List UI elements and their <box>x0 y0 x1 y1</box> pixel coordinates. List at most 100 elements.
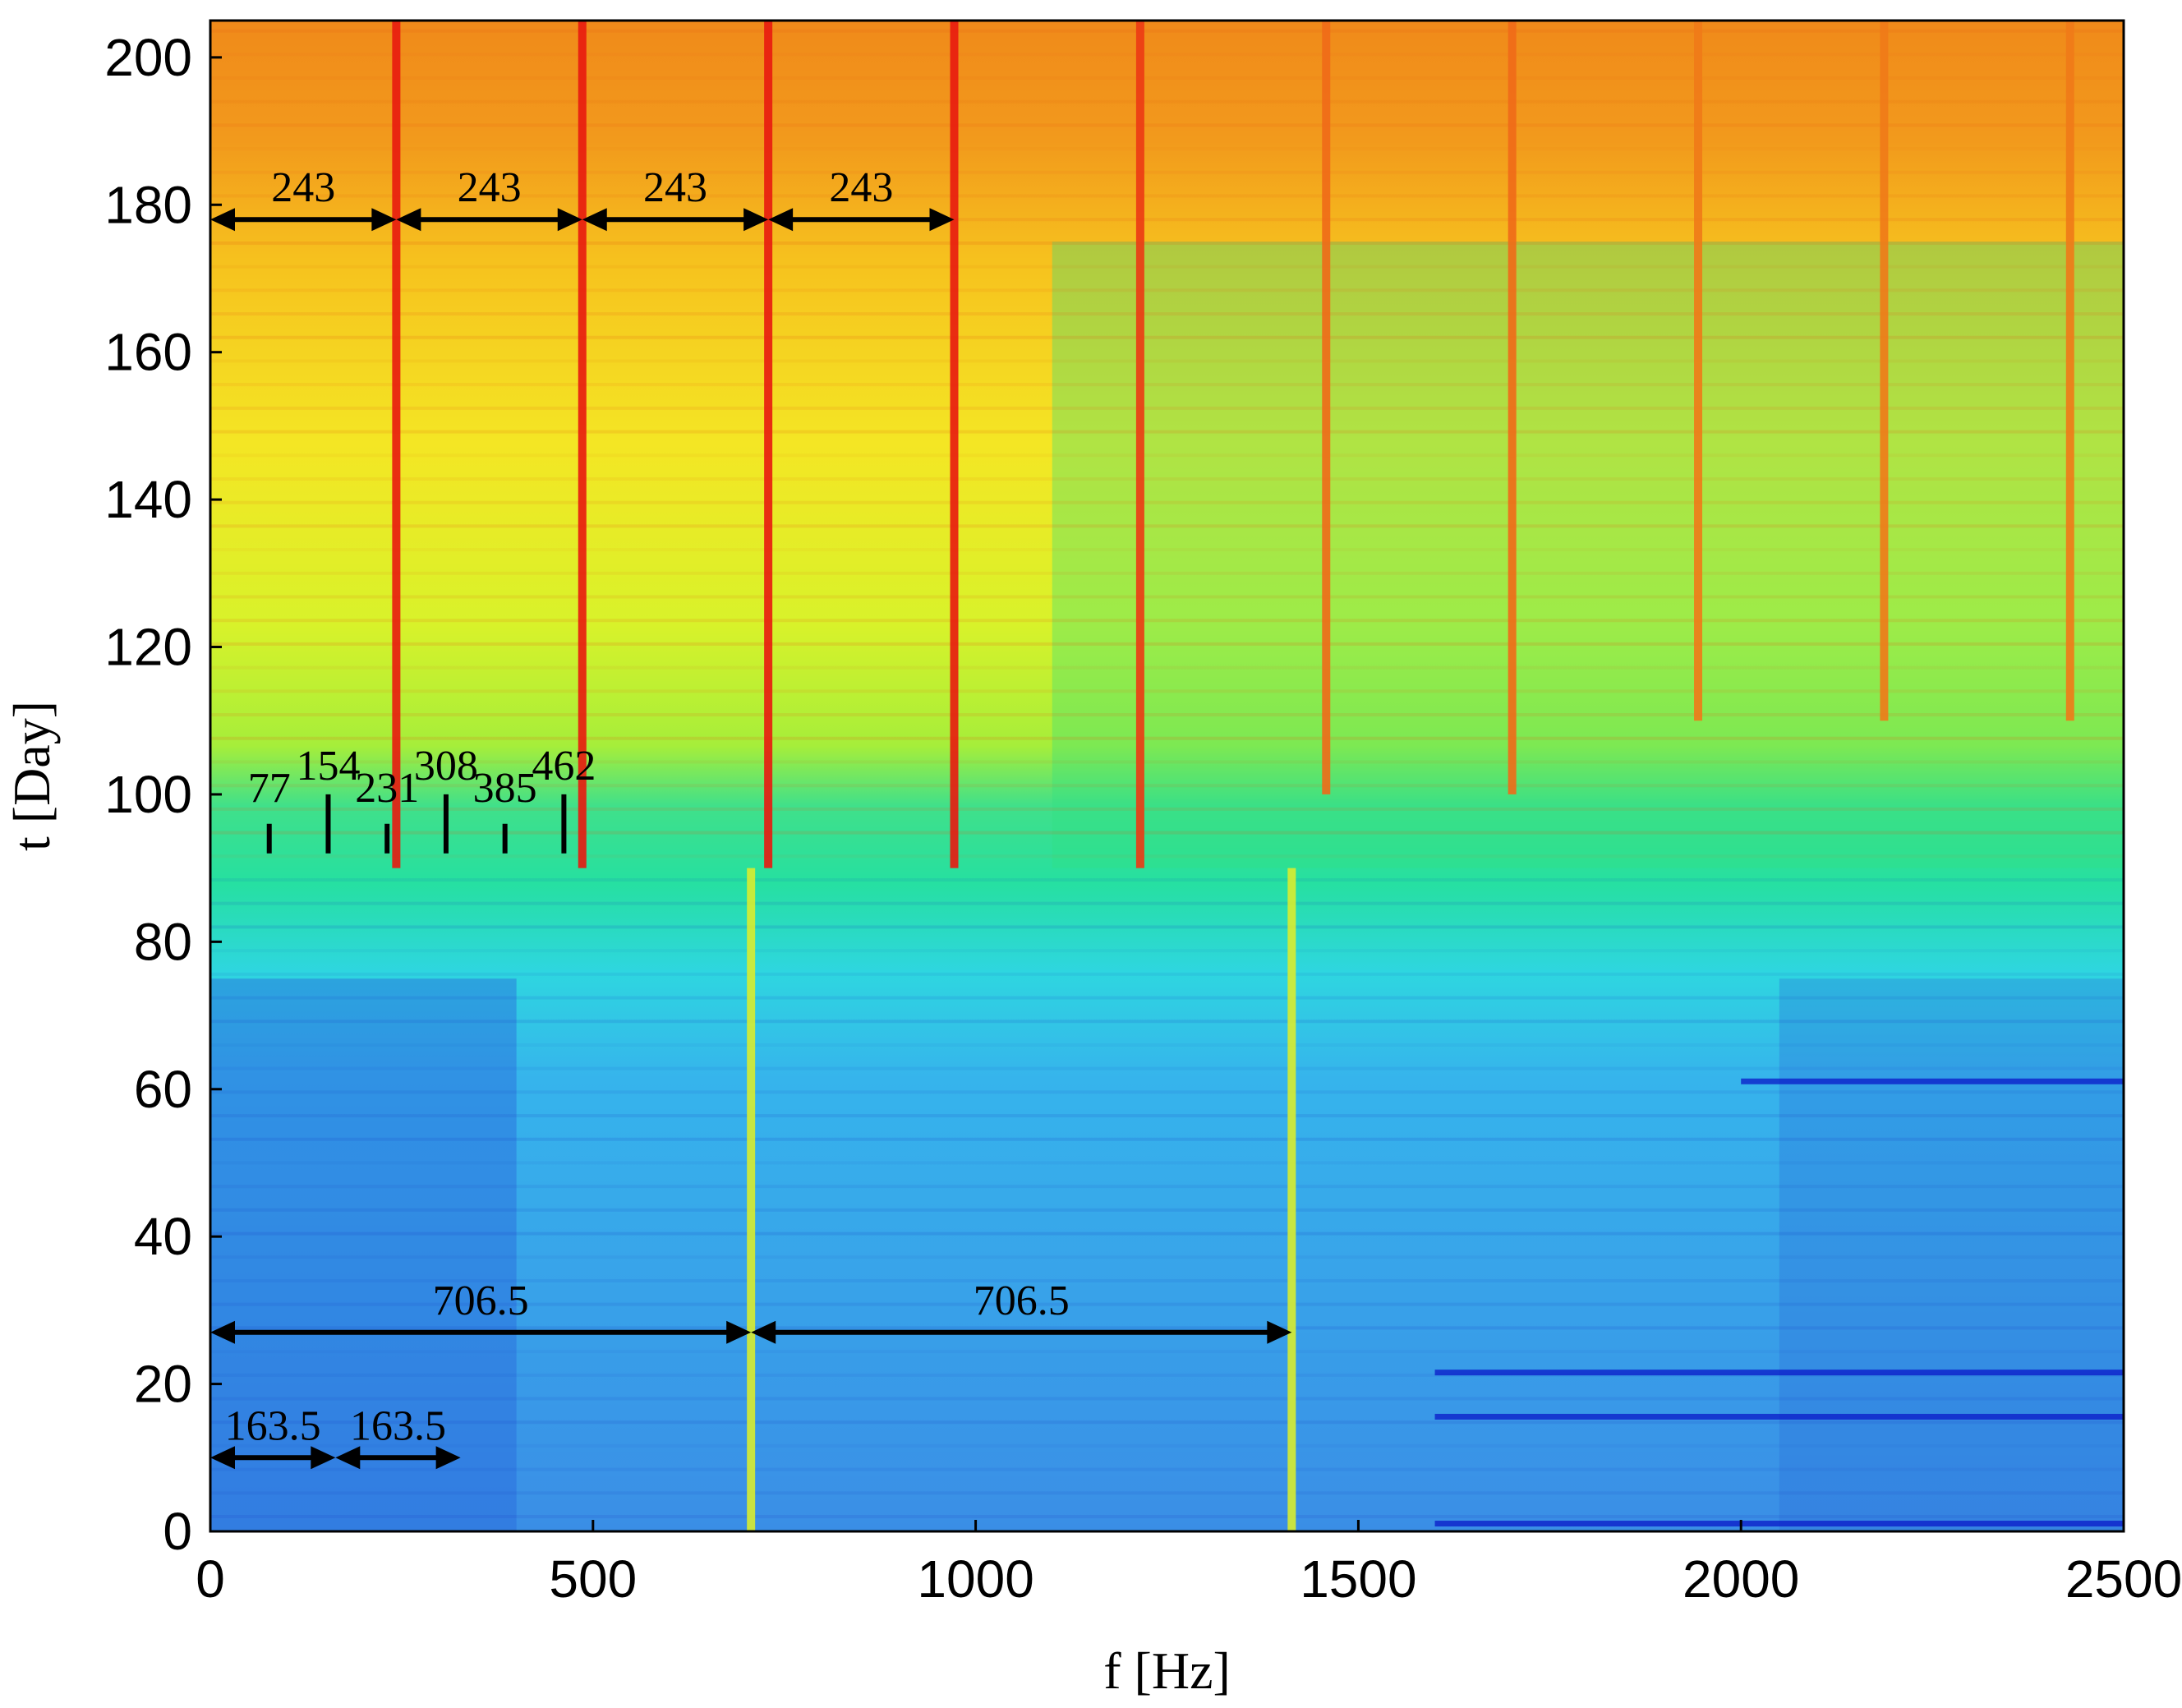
heatmap-stripe <box>210 1185 2124 1189</box>
heatmap-stripe <box>210 53 2124 57</box>
spacing-243-label: 243 <box>829 164 893 211</box>
heatmap-stripe <box>210 1443 2124 1448</box>
heatmap-stripe <box>210 1114 2124 1118</box>
heatmap-background <box>210 21 2124 1531</box>
heatmap-stripe <box>210 571 2124 575</box>
arrow-head-left <box>582 208 607 232</box>
harmonic-line <box>1880 21 1889 721</box>
heatmap-stripe <box>210 430 2124 434</box>
arrow-head-right <box>311 1446 336 1470</box>
x-tick-label: 2000 <box>1683 1549 1799 1609</box>
heatmap-dark-line <box>1434 1413 2124 1420</box>
heatmap-stripe <box>210 359 2124 363</box>
heatmap-stripe <box>210 524 2124 528</box>
heatmap-stripe <box>210 1066 2124 1070</box>
heatmap-stripe <box>210 925 2124 929</box>
arrow-head-left <box>335 1446 361 1470</box>
spacing-706-arrow <box>751 1320 1292 1344</box>
y-tick-label: 20 <box>134 1355 192 1414</box>
heatmap-stripe <box>210 972 2124 976</box>
heatmap-stripe <box>210 406 2124 410</box>
heatmap-stripe <box>210 854 2124 859</box>
heatmap-dark-line <box>1434 1521 2124 1527</box>
heatmap-stripe <box>210 1373 2124 1377</box>
heatmap-stripe <box>210 76 2124 80</box>
heatmap-stripe <box>210 642 2124 646</box>
heatmap-stripe <box>210 1515 2124 1519</box>
x-tick-label: 1500 <box>1300 1549 1416 1609</box>
y-tick-label: 180 <box>104 175 192 234</box>
heatmap-stripe <box>210 1350 2124 1354</box>
arrow-head-right <box>743 208 769 232</box>
arrow-head-left <box>210 1320 235 1344</box>
heatmap-stripe <box>210 548 2124 552</box>
spacing-243-arrow <box>396 208 582 232</box>
heatmap-stripe <box>210 1467 2124 1471</box>
heatmap-stripe <box>210 713 2124 717</box>
harmonic-line <box>392 21 401 868</box>
heatmap-stripe <box>210 1278 2124 1282</box>
arrow-head-right <box>557 208 582 232</box>
harmonic-tick-label: 308 <box>414 743 478 790</box>
spacing-243-label: 243 <box>271 164 335 211</box>
heatmap-stripe <box>210 949 2124 953</box>
harmonic-line <box>764 21 773 868</box>
heatmap-stripe <box>210 1208 2124 1212</box>
harmonic-tick-label: 77 <box>248 765 291 812</box>
heatmap-stripe <box>210 1090 2124 1094</box>
heatmap-stripe <box>210 500 2124 504</box>
heatmap-stripe <box>210 288 2124 292</box>
harmonic-line <box>1287 868 1296 1531</box>
harmonic-tick-label: 154 <box>296 743 360 790</box>
y-tick-label: 200 <box>104 28 192 87</box>
arrow-head-left <box>396 208 421 232</box>
spacing-163-label: 163.5 <box>350 1402 446 1449</box>
x-tick-label: 2500 <box>2065 1549 2182 1609</box>
heatmap-stripe <box>210 123 2124 127</box>
heatmap-stripe <box>210 1232 2124 1236</box>
spacing-163-label: 163.5 <box>225 1402 321 1449</box>
spacing-243-arrow <box>210 208 397 232</box>
x-tick-label: 1000 <box>917 1549 1033 1609</box>
heatmap-stripe <box>210 831 2124 835</box>
heatmap-stripe <box>210 1302 2124 1306</box>
heatmap-stripe <box>210 218 2124 222</box>
heatmap-stripe <box>210 1137 2124 1141</box>
heatmap-stripe <box>210 383 2124 387</box>
harmonic-line <box>1694 21 1703 721</box>
heatmap-stripe <box>210 595 2124 599</box>
heatmap-stripe <box>210 241 2124 245</box>
spacing-243-label: 243 <box>458 164 522 211</box>
arrow-head-left <box>768 208 794 232</box>
heatmap-stripe <box>210 807 2124 811</box>
heatmap-stripe <box>210 265 2124 269</box>
spacing-243-arrow <box>582 208 769 232</box>
arrow-head-right <box>726 1320 752 1344</box>
harmonic-line <box>1322 21 1331 794</box>
heatmap-stripe <box>210 901 2124 905</box>
heatmap-stripe <box>210 1020 2124 1024</box>
axes: 0 500 1000 1500 2000 2500 0 20 40 60 80 100 120 140 16… <box>104 19 2182 1609</box>
heatmap-dark-line <box>1741 1078 2124 1084</box>
heatmap-stripe <box>210 760 2124 764</box>
y-tick-label: 160 <box>104 323 192 382</box>
x-axis-title: f [Hz] <box>1103 1641 1231 1700</box>
harmonic-line <box>578 21 587 868</box>
heatmap-stripe <box>210 312 2124 316</box>
heatmap-stripe <box>210 99 2124 104</box>
harmonic-line <box>950 21 959 868</box>
harmonic-line <box>2065 21 2074 721</box>
heatmap-region-blue-high <box>1779 978 2124 1531</box>
heatmap-stripe <box>210 453 2124 458</box>
harmonic-tick-label: 231 <box>355 765 419 812</box>
arrow-head-right <box>371 208 397 232</box>
heatmap-stripe <box>210 1043 2124 1047</box>
y-tick-label: 60 <box>134 1060 192 1119</box>
spacing-706-label: 706.5 <box>433 1278 529 1324</box>
arrow-head-right <box>1267 1320 1292 1344</box>
heatmap-stripe <box>210 619 2124 623</box>
y-tick-label: 140 <box>104 470 192 529</box>
annotations: 243 243 243 243 706.5 706.5 163.5 163.5 77 154231… <box>210 164 1292 1470</box>
heatmap-stripe <box>210 170 2124 174</box>
y-tick-label: 0 <box>163 1502 192 1561</box>
